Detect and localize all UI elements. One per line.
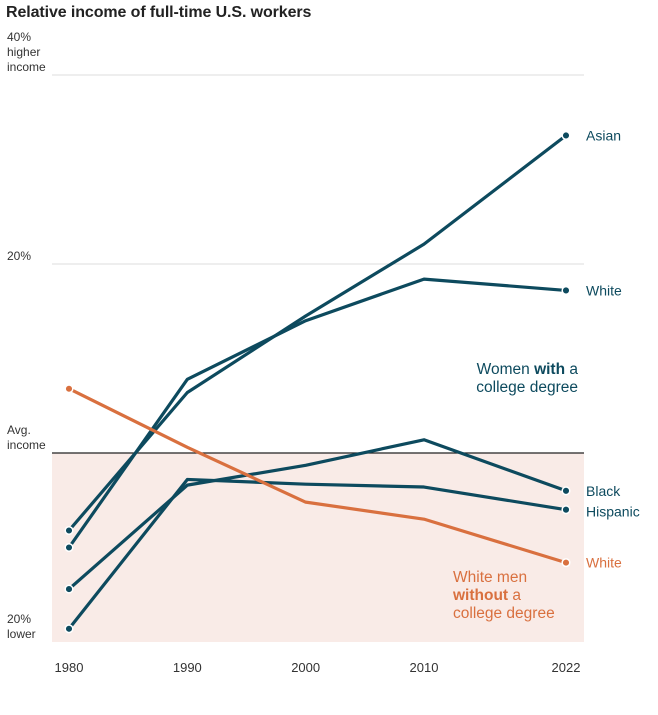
chart-title: Relative income of full-time U.S. worker… (6, 4, 312, 21)
y-tick-label: 40% (7, 30, 31, 44)
data-point (561, 558, 571, 568)
men-no-college-label: White men (453, 569, 527, 586)
series-line (67, 387, 568, 565)
y-tick-label: 20% (7, 612, 31, 626)
label-part: Women (477, 361, 534, 378)
data-point (64, 624, 74, 634)
x-tick-label: 2022 (552, 660, 581, 675)
series-labels: Asian White Black Hispanic White (586, 127, 640, 570)
data-point (64, 584, 74, 594)
series-label: Hispanic (586, 504, 640, 520)
y-tick-label: Avg. (7, 423, 31, 437)
x-axis-labels: 1980 1990 2000 2010 2022 (55, 660, 581, 675)
series-points (64, 130, 571, 634)
y-tick-label: 20% (7, 249, 31, 263)
y-tick-label: lower (7, 627, 36, 641)
data-point (64, 525, 74, 536)
data-point (64, 384, 74, 394)
series-lines (67, 133, 568, 631)
series-line (67, 133, 568, 533)
series-line (67, 277, 568, 550)
x-tick-label: 2010 (410, 660, 439, 675)
y-tick-label: income (7, 60, 46, 74)
data-point (561, 130, 571, 141)
data-point (561, 285, 571, 296)
series-line (67, 477, 568, 631)
women-college-label-line2: college degree (476, 379, 578, 396)
label-part: a (508, 587, 521, 604)
data-point (64, 542, 74, 553)
series-label: White (586, 555, 622, 571)
series-line (67, 438, 568, 591)
men-no-college-label-line3: college degree (453, 605, 555, 622)
data-point (561, 505, 571, 515)
label-part: a (565, 361, 578, 378)
x-tick-label: 2000 (291, 660, 320, 675)
women-college-label: Women with a (477, 361, 579, 378)
gridlines (52, 74, 584, 454)
series-label: Asian (586, 127, 621, 143)
x-tick-label: 1990 (173, 660, 202, 675)
label-part: with (533, 361, 565, 378)
y-tick-label: income (7, 438, 46, 452)
series-label: Black (586, 483, 621, 499)
data-point (561, 486, 571, 496)
y-tick-label: higher (7, 45, 40, 59)
series-label: White (586, 282, 622, 298)
x-tick-label: 1980 (55, 660, 84, 675)
men-no-college-label-line2: without a (452, 587, 521, 604)
label-part: without (452, 587, 508, 604)
